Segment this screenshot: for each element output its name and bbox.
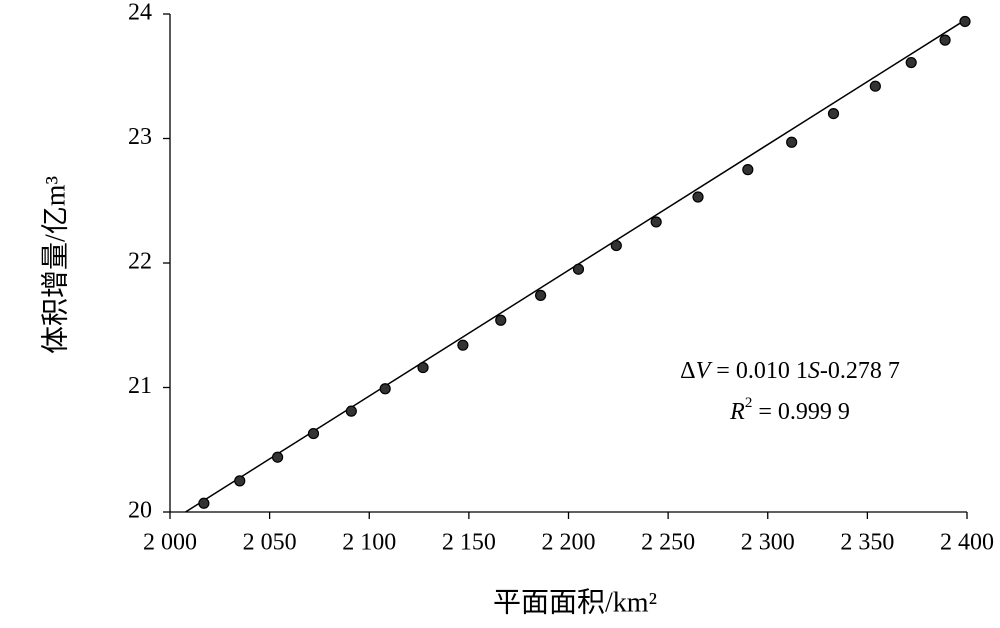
point xyxy=(610,239,622,252)
point xyxy=(827,107,840,120)
x-tick-label: 2 400 xyxy=(940,530,994,556)
x-tick-label: 2 200 xyxy=(542,530,596,556)
y-tick-label: 21 xyxy=(128,373,152,399)
y-axis-label: 体积增量/亿m³ xyxy=(39,176,71,354)
r-squared-part: 2 xyxy=(745,395,753,411)
point xyxy=(959,15,971,28)
r-squared: R2 = 0.999 9 xyxy=(729,395,850,424)
point xyxy=(379,383,391,395)
equation: ΔV = 0.010 1S-0.278 7 xyxy=(680,358,900,384)
y-tick-label: 20 xyxy=(128,498,152,524)
equation-part: = 0.010 1 xyxy=(710,358,808,384)
y-tick-label: 23 xyxy=(128,124,152,150)
equation-part: -0.278 7 xyxy=(820,358,900,384)
point xyxy=(786,136,798,148)
point xyxy=(869,80,881,92)
y-tick-label: 24 xyxy=(128,0,152,26)
equation-part: V xyxy=(696,358,713,384)
point xyxy=(905,56,917,69)
x-tick-label: 2 050 xyxy=(243,530,297,556)
point xyxy=(692,191,704,203)
x-tick-label: 2 250 xyxy=(641,530,695,556)
point xyxy=(345,405,357,417)
point xyxy=(742,164,754,176)
x-tick-label: 2 150 xyxy=(442,530,496,556)
x-tick-label: 2 350 xyxy=(840,530,894,556)
y-tick-label: 22 xyxy=(128,249,152,275)
point xyxy=(307,427,320,440)
point xyxy=(457,339,469,351)
x-tick-label: 2 300 xyxy=(741,530,795,556)
x-tick-label: 2 000 xyxy=(143,530,197,556)
point xyxy=(572,263,585,275)
point xyxy=(271,451,284,463)
point xyxy=(535,289,547,301)
equation-part: S xyxy=(808,358,820,384)
equation-part: Δ xyxy=(680,358,695,384)
point xyxy=(417,361,429,374)
r-squared-part: R xyxy=(729,399,745,425)
x-tick-label: 2 100 xyxy=(342,530,396,556)
point xyxy=(650,216,662,228)
x-axis-label: 平面面积/km² xyxy=(493,587,657,618)
point xyxy=(234,475,246,487)
point xyxy=(939,34,951,46)
r-squared-part: = 0.999 9 xyxy=(752,399,850,425)
point xyxy=(198,497,210,509)
point xyxy=(495,314,507,326)
